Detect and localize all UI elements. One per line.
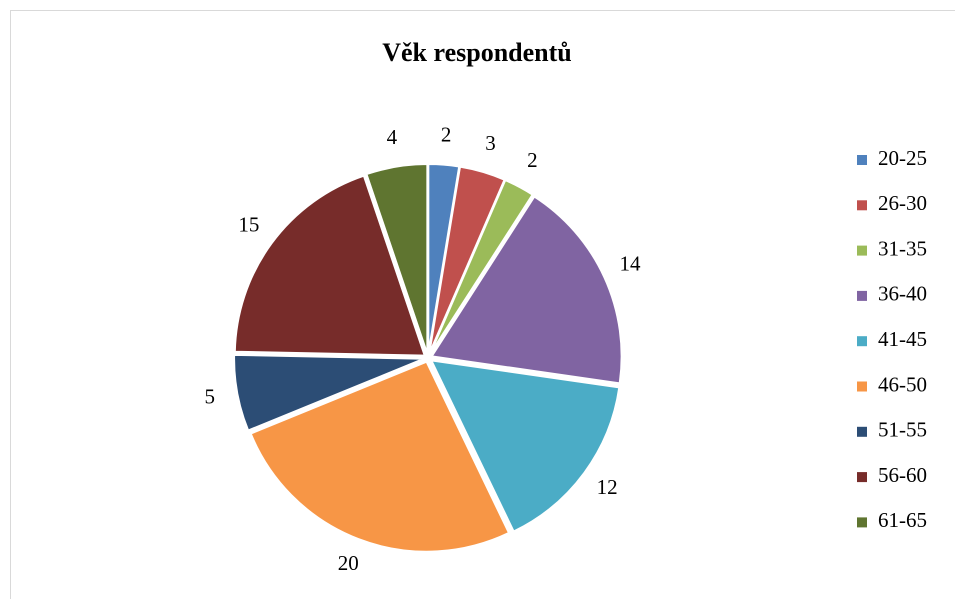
legend-swatch <box>857 290 867 301</box>
legend-swatch <box>857 245 867 256</box>
data-label: 20 <box>338 551 359 575</box>
legend-swatch <box>857 155 867 165</box>
data-label: 2 <box>441 123 452 147</box>
legend-swatch <box>857 336 867 347</box>
legend-label: 56-60 <box>878 463 927 487</box>
legend-label: 36-40 <box>878 282 927 306</box>
legend-label: 26-30 <box>878 191 927 215</box>
legend-swatch <box>857 381 867 392</box>
pie-slice <box>233 353 425 432</box>
legend-swatch <box>857 426 867 437</box>
data-label: 2 <box>527 148 538 172</box>
pie-slice <box>428 178 534 356</box>
legend-swatch <box>857 517 867 528</box>
chart-border <box>10 10 955 599</box>
legend-label: 20-25 <box>878 146 927 170</box>
data-label: 12 <box>597 475 618 499</box>
data-label: 5 <box>204 384 215 408</box>
data-label: 3 <box>485 131 496 155</box>
legend-label: 31-35 <box>878 236 927 260</box>
data-label: 14 <box>619 252 641 276</box>
legend-swatch <box>857 472 867 483</box>
pie-slice <box>429 359 621 533</box>
legend-swatch <box>857 200 867 211</box>
pie-slice <box>233 174 427 357</box>
legend-label: 51-55 <box>878 418 927 442</box>
data-label: 4 <box>387 125 398 149</box>
legend-label: 46-50 <box>878 372 927 396</box>
chart-title: Věk respondentů <box>382 38 572 67</box>
data-label: 15 <box>238 213 259 237</box>
legend-label: 61-65 <box>878 508 927 532</box>
pie-slice <box>429 195 623 385</box>
pie-slice <box>365 163 429 355</box>
legend-label: 41-45 <box>878 327 927 351</box>
pie-slice <box>249 360 511 553</box>
